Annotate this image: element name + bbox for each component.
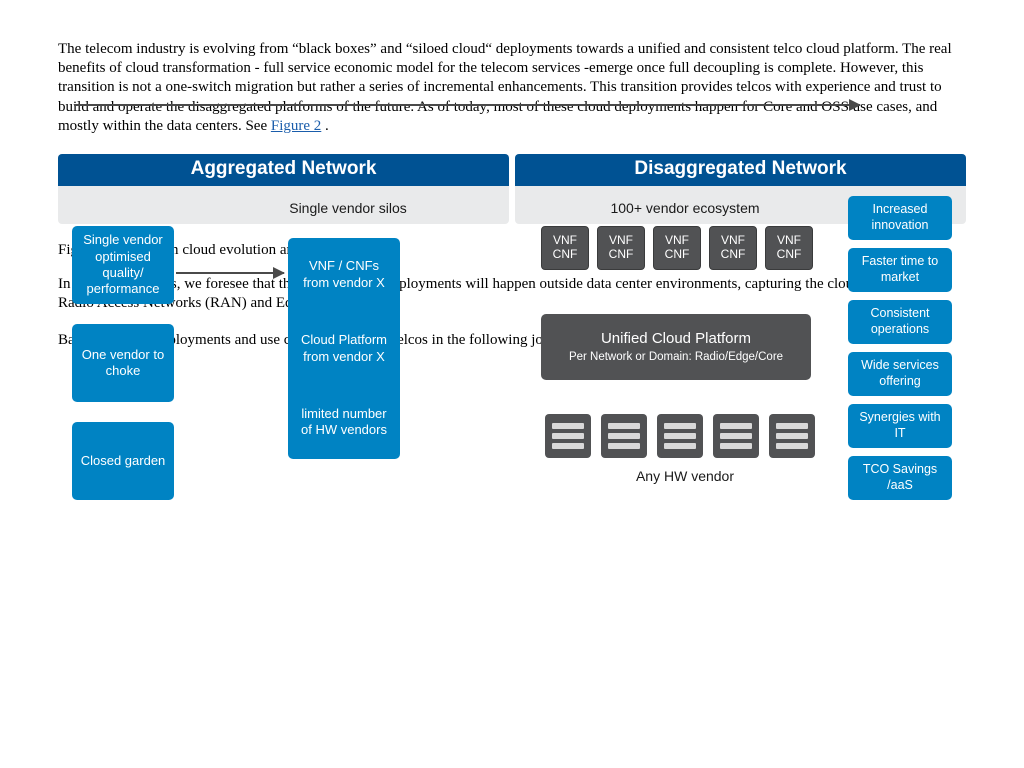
hw-box <box>657 414 703 458</box>
hw-box <box>769 414 815 458</box>
stack-vnf: VNF / CNFs from vendor X <box>288 238 400 312</box>
figure-2-diagram: Aggregated Network Single vendor silos S… <box>58 154 966 224</box>
aggregated-features-column: Single vendor optimised quality/ perform… <box>72 226 174 500</box>
vnf-box: VNF CNF <box>541 226 589 270</box>
any-hw-vendor-label: Any HW vendor <box>615 468 755 484</box>
benefit-box: Faster time to market <box>848 248 952 292</box>
hw-row <box>545 414 815 458</box>
single-vendor-silos-label: Single vendor silos <box>278 200 418 216</box>
benefit-box: Consistent operations <box>848 300 952 344</box>
benefit-box: TCO Savings /aaS <box>848 456 952 500</box>
unified-cloud-platform-box: Unified Cloud Platform Per Network or Do… <box>541 314 811 380</box>
stack-hw: limited number of HW vendors <box>288 386 400 460</box>
intro-paragraph: The telecom industry is evolving from “b… <box>58 40 966 136</box>
intro-text-post: . <box>325 118 329 134</box>
stack-cloud: Cloud Platform from vendor X <box>288 312 400 386</box>
figure-caption: Figure 2. Telecom cloud evolution and ph… <box>58 242 966 259</box>
intro-text-pre: The telecom industry is evolving from “b… <box>58 41 952 134</box>
benefit-box: Increased innovation <box>848 196 952 240</box>
hw-box <box>713 414 759 458</box>
vendor-ecosystem-label: 100+ vendor ecosystem <box>595 200 775 216</box>
paragraph-3: Based on cloud deployments and use cases… <box>58 331 966 350</box>
disaggregated-header: Disaggregated Network <box>515 154 966 186</box>
feature-box: Closed garden <box>72 422 174 500</box>
vnf-box: VNF CNF <box>709 226 757 270</box>
benefit-box: Wide services offering <box>848 352 952 396</box>
ucp-subtitle: Per Network or Domain: Radio/Edge/Core <box>569 351 783 363</box>
figure-2-link[interactable]: Figure 2 <box>271 118 321 134</box>
ucp-title: Unified Cloud Platform <box>601 330 751 347</box>
paragraph-2: In the coming years, we foresee that the… <box>58 275 966 313</box>
feature-box: One vendor to choke <box>72 324 174 402</box>
vnf-box: VNF CNF <box>653 226 701 270</box>
benefits-column: Increased innovation Faster time to mark… <box>848 196 952 500</box>
feature-box: Single vendor optimised quality/ perform… <box>72 226 174 304</box>
vnf-box: VNF CNF <box>597 226 645 270</box>
hw-box <box>545 414 591 458</box>
arrow-bottom <box>74 104 860 106</box>
vnf-row: VNF CNF VNF CNF VNF CNF VNF CNF VNF CNF <box>541 226 813 270</box>
aggregated-header: Aggregated Network <box>58 154 509 186</box>
benefit-box: Synergies with IT <box>848 404 952 448</box>
aggregated-panel: Aggregated Network Single vendor silos S… <box>58 154 509 224</box>
vendor-stack: VNF / CNFs from vendor X Cloud Platform … <box>288 238 400 459</box>
vnf-box: VNF CNF <box>765 226 813 270</box>
arrow <box>176 272 284 274</box>
hw-box <box>601 414 647 458</box>
disaggregated-panel: Disaggregated Network 100+ vendor ecosys… <box>515 154 966 224</box>
